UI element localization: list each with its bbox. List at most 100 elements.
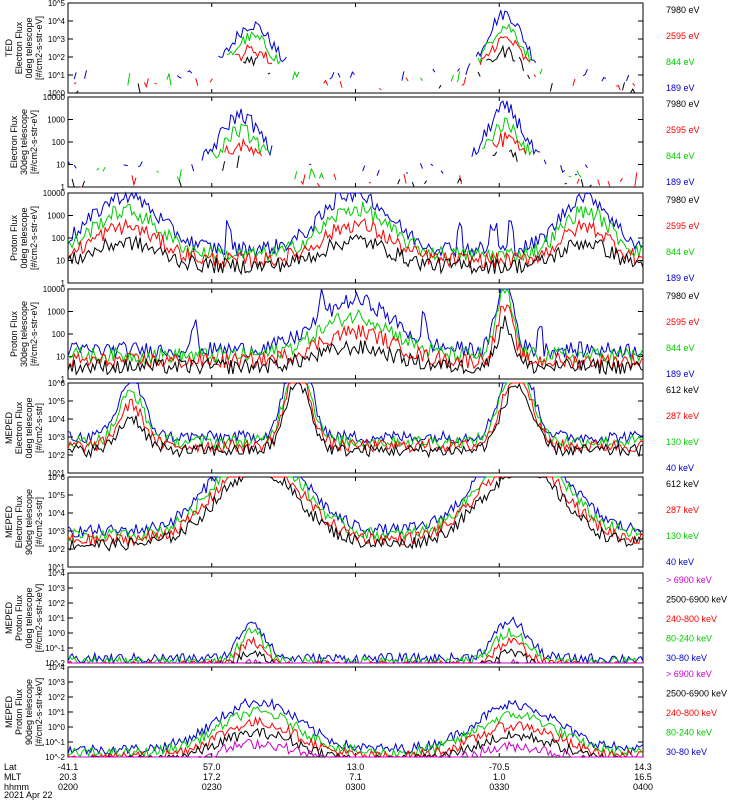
panel-6: 10^1 10^2 10^3 10^4 10^5 10^6 MEPED Electron Fl… <box>4 473 699 572</box>
y-tick-label: 10^4 <box>48 509 66 518</box>
series-30-80-kev <box>67 616 644 665</box>
legend-entry: 7980 eV <box>666 291 700 301</box>
y-tick-label: 10000 <box>43 189 66 198</box>
legend-entry: 844 eV <box>666 57 695 67</box>
panel-frame <box>67 2 644 94</box>
y-axis-label: Proton Flux <box>14 688 24 735</box>
y-tick-label: 10^0 <box>48 89 66 98</box>
x-tick-label: 0200 <box>58 782 78 792</box>
y-tick-label: 10^1 <box>48 71 66 80</box>
y-tick-label: 1000 <box>47 308 65 317</box>
y-tick-label: 10^3 <box>48 527 66 536</box>
y-tick-label: 10000 <box>43 93 66 102</box>
legend-entry: > 6900 keV <box>666 669 712 679</box>
y-axis-label: MEPED <box>4 412 14 445</box>
legend-entry: 2595 eV <box>666 317 700 327</box>
y-tick-label: 100 <box>52 234 66 243</box>
legend-entry: 240-800 keV <box>666 708 717 718</box>
x-tick-label: -70.5 <box>489 762 510 772</box>
y-tick-label: 100 <box>52 138 66 147</box>
y-axis-label: Electron Flux <box>9 115 19 168</box>
x-tick-label: 57.0 <box>203 762 221 772</box>
y-tick-label: 100 <box>52 330 66 339</box>
y-tick-label: 10^3 <box>48 35 66 44</box>
legend-entry: 844 eV <box>666 343 695 353</box>
panel-4: 1 10 100 1000 10000 Proton Flux 30deg telescop… <box>9 285 700 384</box>
legend-entry: 612 keV <box>666 385 699 395</box>
series-189-ev <box>67 191 644 259</box>
legend-entry: 287 keV <box>666 411 699 421</box>
series-40-kev <box>67 382 644 445</box>
legend-entry: 2595 eV <box>666 31 700 41</box>
y-tick-label: 10^2 <box>48 53 66 62</box>
y-axis-label: [#/cm2-s-str-eV] <box>29 110 39 174</box>
x-axis-row-name: MLT <box>4 772 22 782</box>
panel-1: 10^0 10^1 10^2 10^3 10^4 10^5 TED Electron Flux… <box>4 0 700 98</box>
y-axis-label: Proton Flux <box>9 214 19 261</box>
legend-entry: 130 keV <box>666 531 699 541</box>
series-2595-ev <box>73 36 636 91</box>
y-tick-label: 10 <box>56 161 65 170</box>
panel-frame <box>67 572 644 664</box>
y-axis-label: 0deg telescope <box>24 397 34 458</box>
y-tick-label: 10^4 <box>48 663 66 672</box>
x-axis-row-name: hhmm <box>4 782 29 792</box>
x-tick-label: 0230 <box>202 782 222 792</box>
legend-entry: 844 eV <box>666 151 695 161</box>
series-844-ev <box>67 287 644 365</box>
y-axis-label: [#/cm2-s-str-eV] <box>29 206 39 270</box>
x-tick-label: 13.0 <box>347 762 365 772</box>
x-tick-label: 0400 <box>633 782 653 792</box>
panel-3: 1 10 100 1000 10000 Proton Flux 0deg telescope… <box>9 189 700 288</box>
panel-7: 10^-2 10^-1 10^0 10^1 10^2 10^3 10^4 MEPED Proto… <box>4 569 727 668</box>
x-tick-label: 1.0 <box>493 772 506 782</box>
panel-8: 10^-2 10^-1 10^0 10^1 10^2 10^3 10^4 MEPED Proto… <box>4 663 727 762</box>
y-axis-label: [#/cm2-s-str-eV] <box>29 302 39 366</box>
y-axis-label: [#/cm2-s-str] <box>34 403 44 453</box>
y-axis-label: [#/cm2-s-str-eV] <box>34 16 44 80</box>
x-axis-row-name: Lat <box>4 762 17 772</box>
legend-entry: 30-80 keV <box>666 653 707 663</box>
y-tick-label: 10 <box>56 353 65 362</box>
y-axis-label: 0deg telescope <box>24 17 34 78</box>
legend-entry: 844 eV <box>666 247 695 257</box>
y-axis-label: 0deg telescope <box>19 207 29 268</box>
y-tick-label: 10^6 <box>48 379 66 388</box>
y-tick-label: 10^1 <box>48 614 66 623</box>
y-axis-label: Electron Flux <box>14 401 24 454</box>
legend-entry: 7980 eV <box>666 195 700 205</box>
legend-entry: 40 keV <box>666 557 694 567</box>
y-tick-label: 1000 <box>47 212 65 221</box>
legend-entry: 287 keV <box>666 505 699 515</box>
legend-entry: 189 eV <box>666 369 695 379</box>
y-axis-label: [#/cm2-s-str-keV] <box>34 678 44 747</box>
y-tick-label: 10^-2 <box>45 659 65 668</box>
series-240-800-kev <box>67 715 643 759</box>
series-2595-ev <box>80 131 638 188</box>
legend-entry: 7980 eV <box>666 5 700 15</box>
y-tick-label: 10^-2 <box>45 753 65 762</box>
y-tick-label: 10^1 <box>48 708 66 717</box>
legend-entry: 2500-6900 keV <box>666 689 727 699</box>
legend-entry: > 6900 keV <box>666 575 712 585</box>
series-30-80-kev <box>67 697 644 756</box>
x-axis-labels: Lat -41.1 57.0 13.0 -70.5 14.3 MLT 20.3 17.2 7.1 1… <box>4 762 653 800</box>
x-tick-label: -41.1 <box>58 762 79 772</box>
legend-entry: 2500-6900 keV <box>666 595 727 605</box>
y-axis-label: MEPED <box>4 602 14 635</box>
series-7980-ev <box>67 315 644 376</box>
y-tick-label: 1 <box>61 279 66 288</box>
y-tick-label: 10^1 <box>48 563 66 572</box>
legend-entry: 130 keV <box>666 437 699 447</box>
series-80-240-kev <box>67 706 644 759</box>
y-tick-label: 10 <box>56 257 65 266</box>
series-2595-ev <box>67 218 644 270</box>
legend-entry: 40 keV <box>666 463 694 473</box>
y-tick-label: 10^0 <box>48 629 66 638</box>
y-tick-label: 10^2 <box>48 451 66 460</box>
y-axis-label: TED <box>4 38 14 57</box>
series-844-ev <box>67 201 644 264</box>
y-tick-label: 1 <box>61 375 66 384</box>
legend-entry: 80-240 keV <box>666 634 712 644</box>
